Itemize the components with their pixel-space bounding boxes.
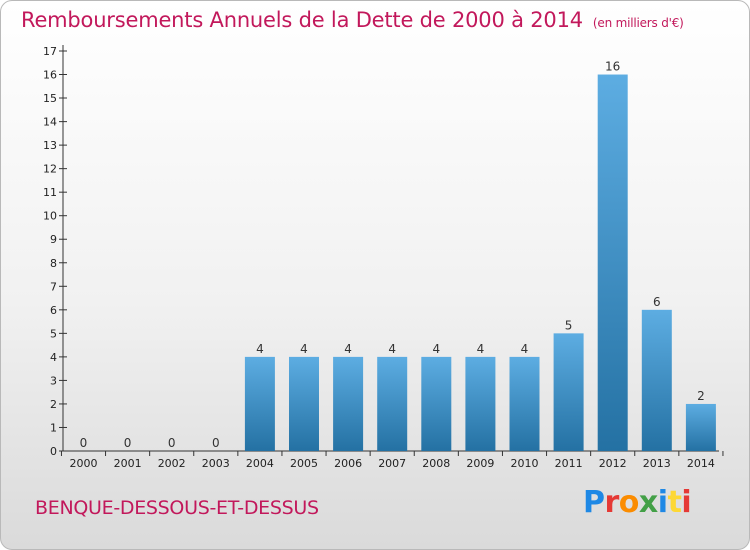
y-tick-label: 11 (43, 186, 57, 199)
y-tick-label: 2 (50, 398, 57, 411)
bar (509, 356, 540, 451)
x-tick-label: 2007 (378, 457, 406, 470)
chart-title: Remboursements Annuels de la Dette de 20… (21, 8, 684, 32)
y-tick-label: 15 (43, 92, 57, 105)
logo-letter: i (657, 485, 668, 520)
x-tick-label: 2005 (290, 457, 318, 470)
town-name: BENQUE-DESSOUS-ET-DESSUS (35, 497, 319, 519)
data-label: 0 (124, 436, 132, 450)
x-tick-label: 2011 (555, 457, 583, 470)
bar (377, 356, 408, 451)
proxiti-logo: Proxiti (583, 485, 692, 520)
y-tick-label: 5 (50, 327, 57, 340)
data-label: 0 (212, 436, 220, 450)
x-tick-label: 2000 (70, 457, 98, 470)
y-tick-label: 6 (50, 304, 57, 317)
bar (289, 356, 319, 451)
data-label: 16 (605, 60, 620, 74)
data-label: 5 (565, 318, 573, 332)
y-tick-label: 8 (50, 257, 57, 270)
data-label: 0 (80, 436, 88, 450)
bar (553, 333, 584, 451)
unit-label: (en milliers d'€) (592, 16, 684, 30)
y-tick-label: 3 (50, 374, 57, 387)
y-tick-label: 13 (43, 139, 57, 152)
x-tick-label: 2002 (158, 457, 186, 470)
y-tick-label: 17 (43, 45, 57, 58)
y-tick-label: 16 (43, 69, 57, 82)
x-tick-label: 2008 (422, 457, 450, 470)
x-tick-label: 2003 (202, 457, 230, 470)
data-label: 4 (388, 342, 396, 356)
data-label: 4 (432, 342, 440, 356)
data-label: 0 (168, 436, 176, 450)
bar (333, 356, 364, 451)
data-label: 4 (256, 342, 264, 356)
bar (244, 356, 275, 451)
logo-letter: o (618, 485, 640, 520)
data-label: 4 (300, 342, 308, 356)
y-tick-label: 1 (50, 421, 57, 434)
bar (641, 309, 672, 451)
data-label: 2 (697, 389, 705, 403)
chart-title-text: Remboursements Annuels de la Dette de 20… (21, 8, 583, 32)
x-tick-label: 2001 (114, 457, 142, 470)
x-tick-label: 2010 (511, 457, 539, 470)
data-label: 4 (344, 342, 352, 356)
data-label: 6 (653, 295, 661, 309)
logo-letter: t (667, 485, 682, 520)
y-tick-label: 0 (50, 445, 57, 458)
y-tick-label: 4 (50, 351, 57, 364)
x-tick-label: 2006 (334, 457, 362, 470)
data-label: 4 (477, 342, 485, 356)
bar (421, 356, 452, 451)
y-tick-label: 9 (50, 233, 57, 246)
y-tick-label: 7 (50, 280, 57, 293)
y-tick-label: 10 (43, 210, 57, 223)
bar (465, 356, 496, 451)
x-tick-label: 2004 (246, 457, 274, 470)
x-tick-label: 2012 (599, 457, 627, 470)
logo-letter: P (583, 485, 605, 520)
y-tick-label: 14 (43, 116, 57, 129)
x-tick-label: 2013 (643, 457, 671, 470)
logo-letter: r (604, 485, 620, 520)
x-tick-label: 2009 (466, 457, 494, 470)
logo-letter: i (681, 485, 692, 520)
x-tick-label: 2014 (687, 457, 715, 470)
y-tick-label: 12 (43, 163, 57, 176)
bar (597, 74, 628, 451)
data-label: 4 (521, 342, 529, 356)
logo-letter: x (638, 485, 658, 520)
bar (685, 403, 716, 451)
